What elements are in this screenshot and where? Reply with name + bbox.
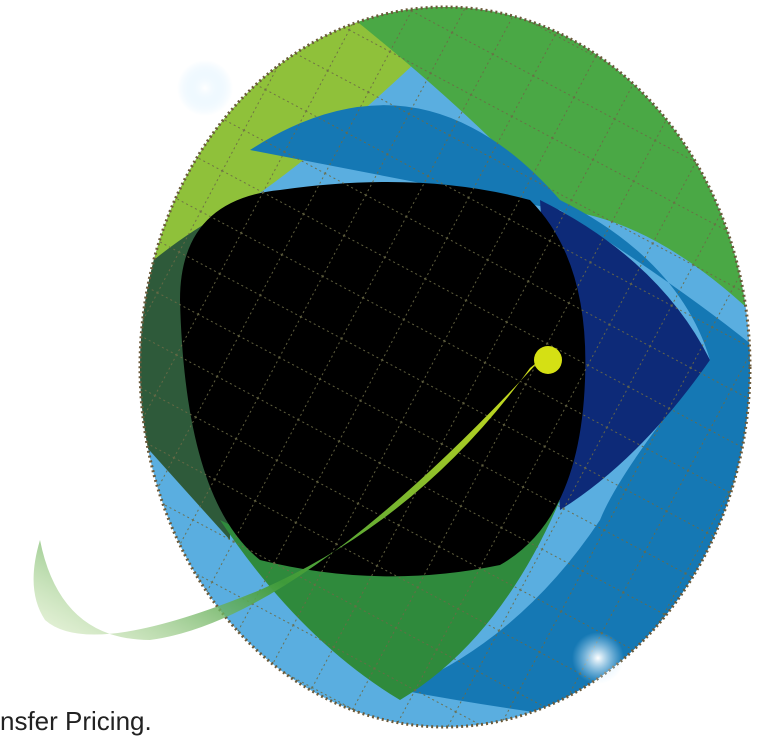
glint xyxy=(572,632,624,684)
caption: nsfer Pricing. xyxy=(0,706,152,736)
comet-head xyxy=(534,346,562,374)
glint xyxy=(177,60,233,116)
comet-trail xyxy=(33,360,541,640)
